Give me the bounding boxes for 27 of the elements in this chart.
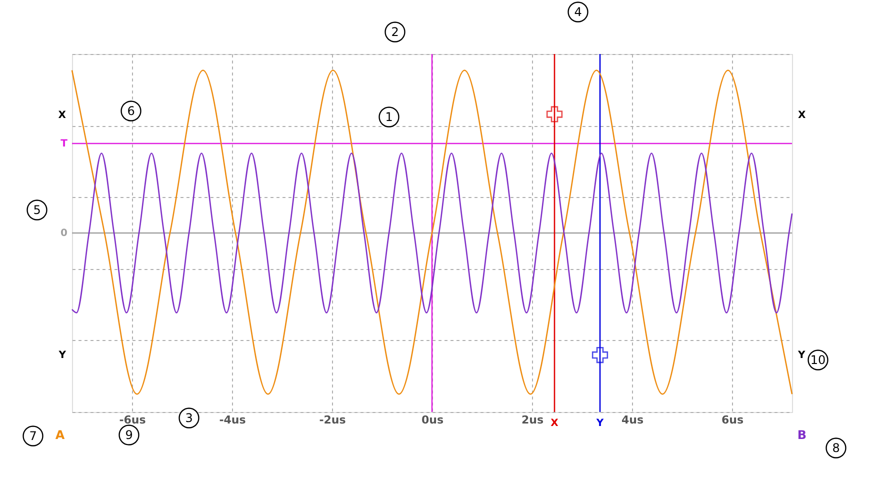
text: 5 bbox=[33, 203, 41, 217]
text: 2 bbox=[391, 25, 399, 39]
x-tick-label: -6us bbox=[119, 414, 146, 426]
text: 3 bbox=[185, 411, 193, 425]
text: Y bbox=[797, 350, 806, 361]
text: 4 bbox=[574, 5, 582, 19]
text: 9 bbox=[125, 428, 133, 442]
text: 8 bbox=[832, 441, 840, 455]
annotation: 6 bbox=[127, 104, 135, 118]
ref-line-label: Y bbox=[595, 418, 604, 429]
ref-line-label: T bbox=[60, 138, 68, 150]
x-tick-label: -2us bbox=[319, 414, 346, 426]
text: B bbox=[797, 428, 807, 442]
ref-line-label: X bbox=[550, 418, 559, 429]
x-tick-label: 6us bbox=[721, 414, 744, 426]
annotation: 1 bbox=[385, 110, 393, 124]
text: X bbox=[58, 110, 66, 121]
x-tick-label: 4us bbox=[621, 414, 644, 426]
text: X bbox=[798, 110, 806, 121]
text: Y bbox=[58, 350, 67, 361]
x-tick-label: -4us bbox=[219, 414, 246, 426]
text: A bbox=[55, 428, 66, 442]
text: 7 bbox=[29, 429, 37, 443]
text: 10 bbox=[810, 353, 826, 367]
x-tick-label: 2us bbox=[521, 414, 544, 426]
ref-line-label: 0 bbox=[60, 228, 68, 239]
x-tick-label: 0us bbox=[421, 414, 444, 426]
